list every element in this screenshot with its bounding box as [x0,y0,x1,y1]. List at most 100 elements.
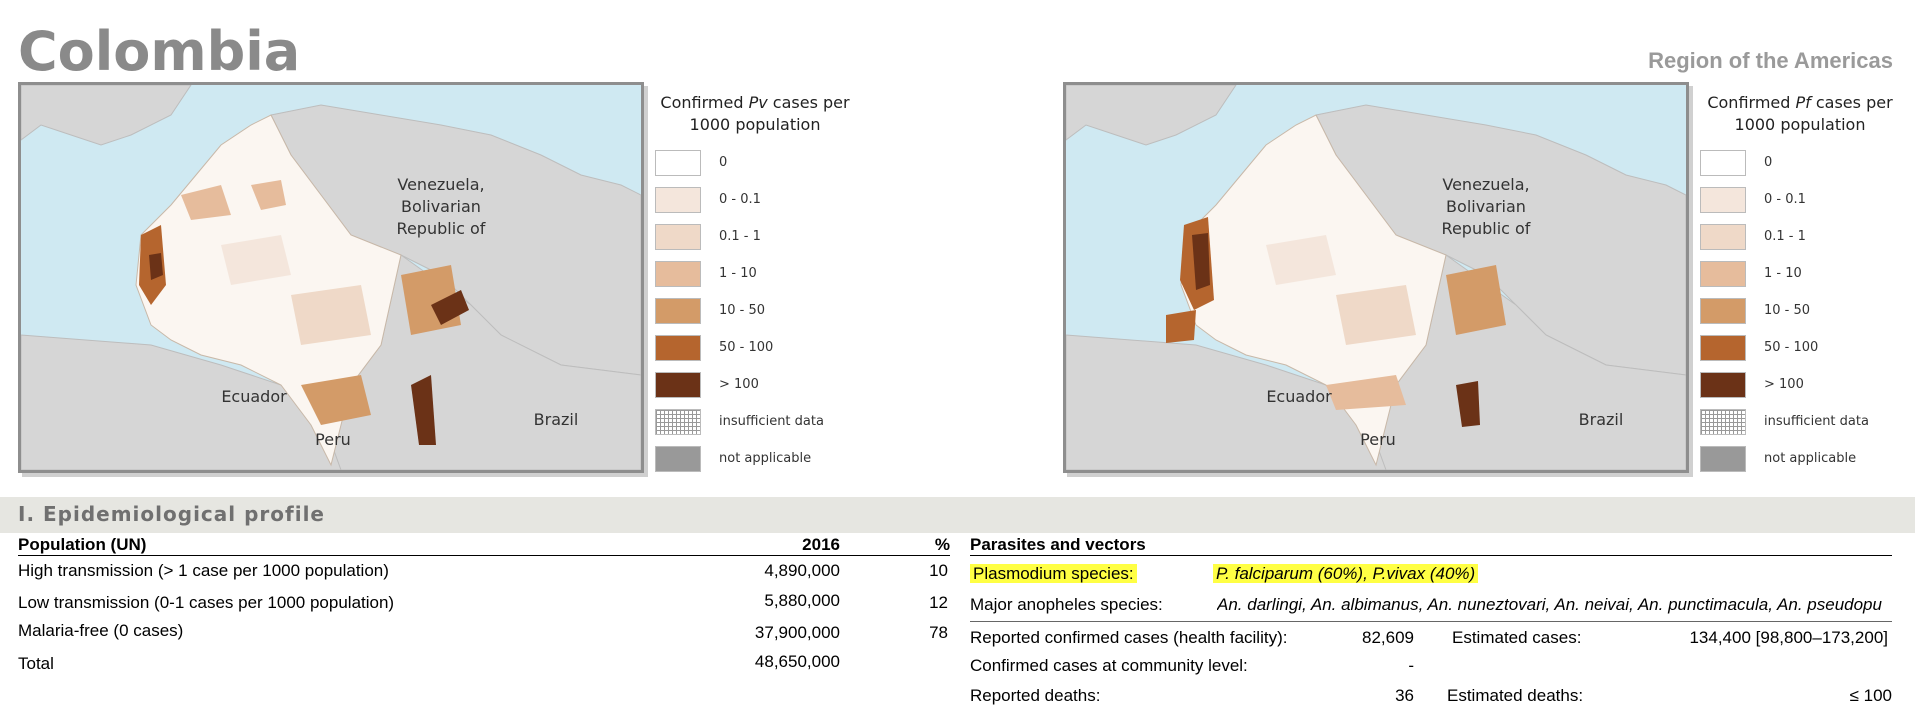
pf-legend-swatch [1700,149,1746,176]
pf-legend-item: not applicable [1700,440,1900,477]
pf-legend-swatch [1700,371,1746,398]
region-title: Region of the Americas [1648,48,1893,73]
pv-label-ecuador: Ecuador [221,387,287,406]
pf-label-venezuela-3: Republic of [1442,219,1531,238]
pf-label-brazil: Brazil [1579,410,1624,429]
country-title: Colombia [18,20,301,83]
pf-legend-item: 0.1 - 1 [1700,218,1900,255]
anopheles-label: Major anopheles species: [970,595,1163,614]
stat-label: Confirmed cases at community level: [970,656,1248,675]
estimate-value: ≤ 100 [1849,686,1892,705]
parasites-rule [970,555,1892,556]
population-row-pct: 10 [929,561,948,580]
pf-legend-item: 1 - 10 [1700,255,1900,292]
population-row-label: Malaria-free (0 cases) [18,621,184,640]
pv-legend-item: not applicable [655,440,855,477]
population-year-header: 2016 [802,535,840,554]
plasmodium-label: Plasmodium species: [970,564,1137,584]
pv-legend-item: > 100 [655,366,855,403]
pv-legend-label: 50 - 100 [719,340,774,355]
pf-legend-label: 10 - 50 [1764,303,1811,318]
pv-legend: Confirmed Pv cases per 1000 population 0… [655,92,855,477]
pv-legend-label: 0.1 - 1 [719,229,761,244]
pv-label-venezuela-2: Bolivarian [401,197,481,216]
pv-legend-swatch [655,223,701,250]
estimate-label: Estimated cases: [1452,628,1582,647]
pv-label-brazil: Brazil [534,410,579,429]
pf-legend-item: insufficient data [1700,403,1900,440]
pf-legend-rows: 0 0 - 0.1 0.1 - 1 1 - 10 10 - 50 50 - 100 > 10… [1700,144,1900,477]
pf-legend-swatch [1700,445,1746,472]
pv-map-svg: Venezuela, Bolivarian Republic of Ecuado… [21,85,641,470]
pv-legend-title: Confirmed Pv cases per 1000 population [660,93,850,134]
pf-legend-item: > 100 [1700,366,1900,403]
population-row-label: Total [18,654,54,673]
pv-legend-swatch [655,408,701,435]
pf-legend-title: Confirmed Pf cases per 1000 population [1707,93,1893,134]
pv-legend-label: 0 [719,155,728,170]
population-header: Population (UN) [18,535,147,554]
pf-legend-label: 50 - 100 [1764,340,1819,355]
pv-legend-item: 50 - 100 [655,329,855,366]
pf-label-venezuela-1: Venezuela, [1442,175,1529,194]
pv-legend-item: 0.1 - 1 [655,218,855,255]
plasmodium-value: P. falciparum (60%), P.vivax (40%) [1213,564,1479,584]
pf-legend-label: 0 - 0.1 [1764,192,1806,207]
section-bar [0,497,1915,533]
parasites-header: Parasites and vectors [970,535,1146,554]
pv-legend-swatch [655,297,701,324]
stat-label: Reported deaths: [970,686,1101,705]
population-row-label: Low transmission (0-1 cases per 1000 pop… [18,593,395,612]
pf-legend-swatch [1700,223,1746,250]
pf-legend: Confirmed Pf cases per 1000 population 0… [1700,92,1900,477]
population-row-value: 48,650,000 [754,652,840,671]
pf-map-svg: Venezuela, Bolivarian Republic of Ecuado… [1066,85,1686,470]
population-row-pct: 12 [929,593,948,612]
pf-legend-item: 0 [1700,144,1900,181]
pv-legend-swatch [655,371,701,398]
anopheles-rule [970,621,1892,622]
pf-legend-swatch [1700,297,1746,324]
pv-legend-label: 10 - 50 [719,303,766,318]
pv-legend-label: 1 - 10 [719,266,757,281]
pf-map: Venezuela, Bolivarian Republic of Ecuado… [1063,82,1689,473]
stat-value: - [1408,656,1414,675]
pv-legend-swatch [655,149,701,176]
pf-label-venezuela-2: Bolivarian [1446,197,1526,216]
pf-legend-swatch [1700,334,1746,361]
section-title: I. Epidemiological profile [18,502,325,526]
pf-legend-swatch [1700,408,1746,435]
pf-legend-item: 10 - 50 [1700,292,1900,329]
population-pct-header: % [934,535,950,554]
pv-legend-item: 10 - 50 [655,292,855,329]
population-row-value: 37,900,000 [754,623,840,642]
pv-label-venezuela-3: Republic of [397,219,486,238]
pv-legend-label: > 100 [719,377,759,392]
pv-legend-swatch [655,334,701,361]
pf-legend-label: not applicable [1764,451,1857,466]
pf-legend-label: 0 [1764,155,1773,170]
pf-legend-item: 50 - 100 [1700,329,1900,366]
pf-legend-label: > 100 [1764,377,1804,392]
pv-legend-swatch [655,260,701,287]
pv-map: Venezuela, Bolivarian Republic of Ecuado… [18,82,644,473]
pv-label-venezuela-1: Venezuela, [397,175,484,194]
pv-legend-label: insufficient data [719,414,824,429]
stat-value: 36 [1395,686,1414,705]
pv-legend-rows: 0 0 - 0.1 0.1 - 1 1 - 10 10 - 50 50 - 100 > 10… [655,144,855,477]
stat-value: 82,609 [1362,628,1414,647]
pv-legend-item: 1 - 10 [655,255,855,292]
population-row-pct: 78 [929,623,948,642]
pf-legend-item: 0 - 0.1 [1700,181,1900,218]
population-row-label: High transmission (> 1 case per 1000 pop… [18,561,389,580]
population-row-value: 4,890,000 [764,561,840,580]
pf-label-ecuador: Ecuador [1266,387,1332,406]
pf-label-peru: Peru [1360,430,1396,449]
pv-legend-item: 0 [655,144,855,181]
pf-legend-swatch [1700,260,1746,287]
population-rule [18,555,950,556]
anopheles-value: An. darlingi, An. albimanus, An. nunezto… [1217,595,1882,614]
pf-legend-label: 0.1 - 1 [1764,229,1806,244]
estimate-value: 134,400 [98,800–173,200] [1689,628,1888,647]
estimate-label: Estimated deaths: [1447,686,1584,705]
